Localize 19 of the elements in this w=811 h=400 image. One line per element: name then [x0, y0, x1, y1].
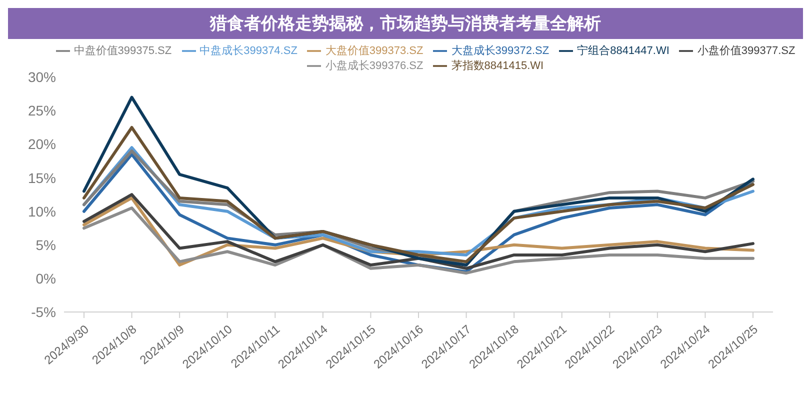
chart-title: 猎食者价格走势揭秘，市场趋势与消费者考量全解析 — [8, 8, 803, 39]
legend-label: 大盘价值399373.SZ — [325, 45, 424, 57]
y-tick-label: 10% — [28, 203, 56, 220]
legend-label: 中盘价值399375.SZ — [74, 45, 172, 57]
y-tick-label: 30% — [28, 69, 56, 86]
line-series — [82, 126, 754, 264]
legend-label: 小盘价值399377.SZ — [697, 45, 796, 57]
y-tick-label: 25% — [28, 102, 56, 119]
y-tick-label: 15% — [28, 170, 56, 186]
y-tick-label: 20% — [28, 136, 56, 152]
y-tick-label: -5% — [31, 304, 56, 320]
legend-label: 中盘成长399374.SZ — [200, 45, 298, 57]
legend-label: 大盘成长399372.SZ — [451, 45, 550, 57]
legend-label: 宁组合8841447.WI — [577, 45, 670, 57]
legend-label: 小盘成长399376.SZ — [325, 60, 424, 72]
line-series — [82, 206, 754, 275]
legend-label: 茅指数8841415.WI — [451, 60, 544, 72]
y-tick-label: 0% — [36, 270, 56, 286]
y-tick-label: 5% — [36, 236, 56, 253]
